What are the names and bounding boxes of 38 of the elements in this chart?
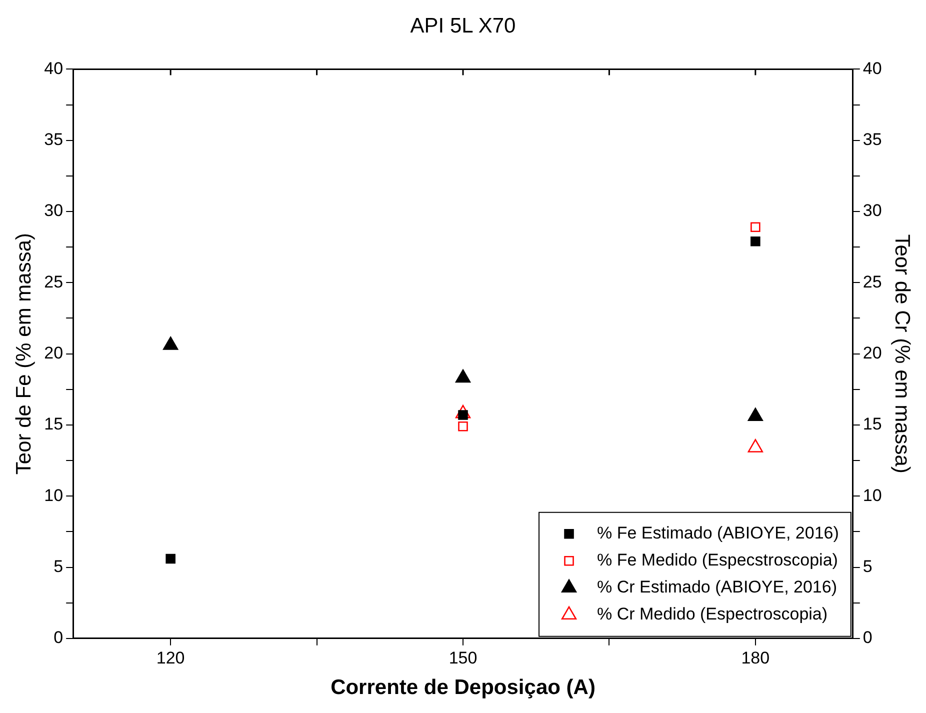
point bbox=[455, 369, 471, 383]
point bbox=[750, 236, 760, 246]
legend-label: % Fe Estimado (ABIOYE, 2016) bbox=[597, 524, 839, 543]
chart-title: API 5L X70 bbox=[410, 14, 516, 38]
y2-tick-label: 20 bbox=[862, 343, 882, 362]
point bbox=[455, 404, 471, 418]
y-axis-title: Teor de Fe (% em massa) bbox=[12, 233, 36, 475]
point bbox=[458, 421, 468, 432]
x-tick-label: 120 bbox=[156, 648, 185, 668]
y2-tick-label: 25 bbox=[862, 272, 882, 292]
y2-axis-title: Teor de Cr (% em massa) bbox=[890, 234, 914, 474]
x-axis-title: Corrente de Deposiçao (A) bbox=[330, 676, 596, 700]
point bbox=[748, 408, 763, 422]
legend-label: % Cr Estimado (ABIOYE, 2016) bbox=[597, 578, 837, 597]
y-tick-label: 20 bbox=[44, 343, 64, 362]
point bbox=[166, 554, 176, 564]
point bbox=[750, 222, 760, 232]
y2-tick-label: 10 bbox=[862, 486, 882, 505]
x-tick-label: 180 bbox=[741, 648, 770, 668]
y2-tick-label: 0 bbox=[862, 628, 872, 648]
y-tick-label: 30 bbox=[44, 201, 64, 220]
legend-label: % Fe Medido (Especstroscopia) bbox=[597, 550, 838, 570]
y-tick-label: 40 bbox=[44, 58, 64, 78]
x-tick-label: 150 bbox=[448, 648, 478, 668]
y2-tick-label: 30 bbox=[862, 201, 882, 220]
y2-tick-label: 35 bbox=[862, 130, 882, 150]
point bbox=[748, 439, 763, 452]
y-tick-label: 5 bbox=[54, 556, 64, 576]
y2-tick-label: 5 bbox=[862, 556, 872, 576]
y2-tick-label: 15 bbox=[862, 414, 882, 434]
y-tick-label: 15 bbox=[44, 414, 64, 434]
point bbox=[163, 336, 178, 350]
y-tick-label: 10 bbox=[44, 486, 64, 505]
y2-tick-label: 40 bbox=[862, 58, 882, 78]
y-tick-label: 25 bbox=[44, 272, 64, 292]
y-tick-label: 35 bbox=[44, 130, 64, 150]
y-tick-label: 0 bbox=[54, 628, 64, 648]
legend-label: % Cr Medido (Espectroscopia) bbox=[597, 604, 828, 624]
